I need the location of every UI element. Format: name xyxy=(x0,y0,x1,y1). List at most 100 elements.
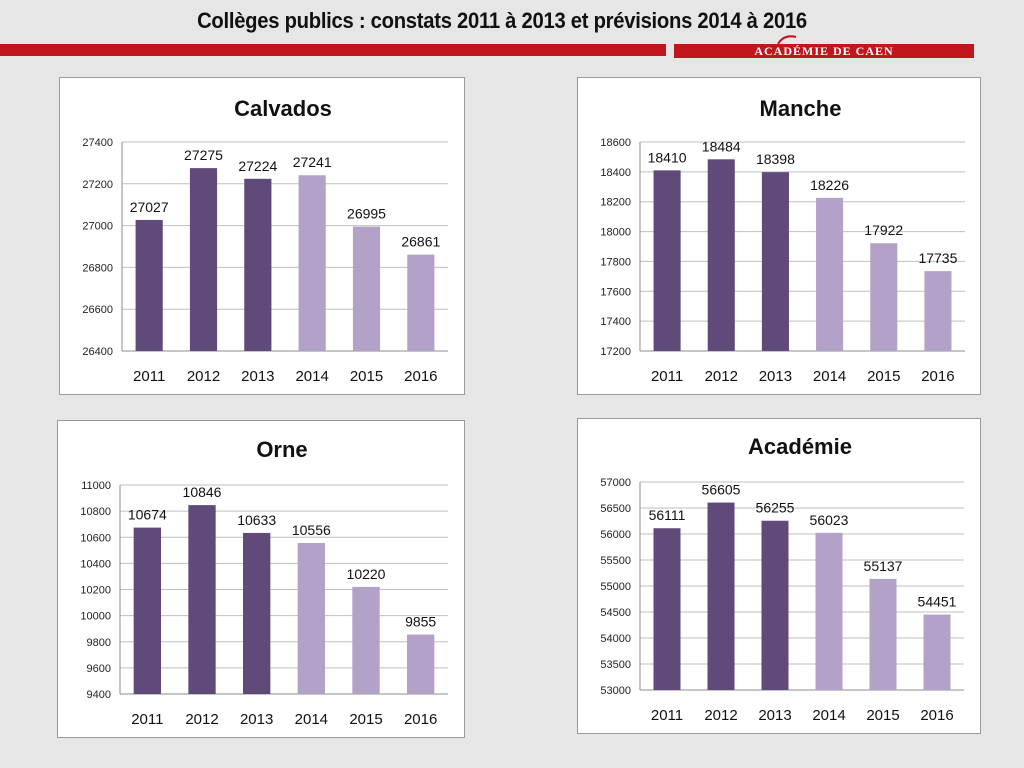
y-tick-label-orne: 10800 xyxy=(80,506,111,518)
bar-academie-2012 xyxy=(707,502,735,690)
x-tick-label-orne: 2013 xyxy=(240,711,273,728)
bar-manche-2011 xyxy=(653,170,681,351)
y-tick-label-manche: 18200 xyxy=(600,197,631,209)
bar-calvados-2012 xyxy=(189,168,218,351)
data-label-orne: 10846 xyxy=(183,484,222,500)
data-label-calvados: 26861 xyxy=(401,234,440,250)
chart-orne: Orne 9400 9600 9800 10000 10200 10400 10600 1080… xyxy=(80,437,448,728)
x-tick-label-orne: 2015 xyxy=(349,711,382,728)
bar-manche-2015 xyxy=(870,243,898,351)
y-tick-label-academie: 53500 xyxy=(600,659,631,671)
y-tick-label-calvados: 26600 xyxy=(82,304,113,316)
data-label-manche: 18398 xyxy=(756,151,795,167)
y-tick-label-manche: 17400 xyxy=(600,316,631,328)
chart-title-calvados: Calvados xyxy=(234,96,332,121)
data-label-manche: 18410 xyxy=(648,149,687,165)
chart-manche: Manche 17200 17400 17600 17800 18000 18200 1840… xyxy=(600,96,965,385)
data-label-academie: 56605 xyxy=(702,482,741,498)
data-label-orne: 10556 xyxy=(292,522,331,538)
data-label-manche: 18484 xyxy=(702,138,741,154)
y-tick-label-calvados: 26800 xyxy=(82,262,113,274)
chart-title-academie: Académie xyxy=(748,434,852,459)
y-tick-label-academie: 57000 xyxy=(600,477,631,489)
y-tick-label-academie: 53000 xyxy=(600,685,631,697)
y-tick-label-manche: 18600 xyxy=(600,137,631,149)
y-tick-label-academie: 54000 xyxy=(600,633,631,645)
chart-title-manche: Manche xyxy=(760,96,842,121)
chart-panel-manche: Manche 17200 17400 17600 17800 18000 18200 1840… xyxy=(577,77,981,395)
data-label-calvados: 27224 xyxy=(238,158,277,174)
data-label-orne: 9855 xyxy=(405,614,436,630)
data-label-academie: 56023 xyxy=(810,512,849,528)
x-tick-label-manche: 2012 xyxy=(705,368,738,385)
bar-academie-2011 xyxy=(653,528,681,690)
x-tick-label-manche: 2014 xyxy=(813,368,846,385)
x-tick-label-academie: 2012 xyxy=(704,707,737,724)
bar-academie-2016 xyxy=(923,614,951,690)
y-tick-label-orne: 10000 xyxy=(80,611,111,623)
x-tick-label-calvados: 2012 xyxy=(187,368,220,385)
y-tick-label-manche: 18000 xyxy=(600,227,631,239)
bar-orne-2011 xyxy=(133,527,161,694)
x-tick-label-orne: 2011 xyxy=(131,711,163,728)
x-tick-label-calvados: 2016 xyxy=(404,368,437,385)
header-rule-left xyxy=(0,44,666,56)
chart-panel-calvados: Calvados 26400 26600 26800 27000 27200 27400 27… xyxy=(59,77,465,395)
y-tick-label-orne: 9400 xyxy=(87,689,111,701)
chart-academie: Académie 53000 53500 54000 54500 55000 55500 56… xyxy=(600,434,964,724)
x-tick-label-calvados: 2014 xyxy=(295,368,328,385)
bar-calvados-2016 xyxy=(407,254,435,351)
x-tick-label-manche: 2013 xyxy=(759,368,792,385)
chart-calvados: Calvados 26400 26600 26800 27000 27200 27400 27… xyxy=(82,96,448,385)
y-tick-label-orne: 10600 xyxy=(80,532,111,544)
x-tick-label-orne: 2016 xyxy=(404,711,437,728)
x-tick-label-orne: 2014 xyxy=(295,711,328,728)
x-tick-label-calvados: 2013 xyxy=(241,368,274,385)
data-label-orne: 10220 xyxy=(347,566,386,582)
y-tick-label-manche: 17200 xyxy=(600,346,631,358)
bar-manche-2012 xyxy=(707,159,735,351)
data-label-academie: 56111 xyxy=(649,507,686,523)
bar-orne-2013 xyxy=(243,532,271,694)
y-tick-label-academie: 56000 xyxy=(600,529,631,541)
chart-panel-orne: Orne 9400 9600 9800 10000 10200 10400 10600 1080… xyxy=(57,420,465,738)
x-tick-label-manche: 2016 xyxy=(921,368,954,385)
y-tick-label-manche: 17600 xyxy=(600,286,631,298)
y-tick-label-calvados: 27200 xyxy=(82,179,113,191)
x-tick-label-manche: 2011 xyxy=(651,368,683,385)
y-tick-label-academie: 56500 xyxy=(600,503,631,515)
data-label-manche: 17922 xyxy=(864,222,903,238)
y-tick-label-manche: 17800 xyxy=(600,256,631,268)
y-tick-label-orne: 10200 xyxy=(80,585,111,597)
x-tick-label-academie: 2015 xyxy=(866,707,899,724)
y-tick-label-orne: 9800 xyxy=(87,637,111,649)
y-tick-label-academie: 55500 xyxy=(600,555,631,567)
bar-academie-2014 xyxy=(815,532,843,690)
header-rule-right xyxy=(674,44,974,58)
chart-panel-academie: Académie 53000 53500 54000 54500 55000 55500 56… xyxy=(577,418,981,734)
data-label-academie: 56255 xyxy=(756,500,795,516)
bar-orne-2016 xyxy=(407,634,435,694)
y-tick-label-calvados: 27000 xyxy=(82,221,113,233)
x-tick-label-academie: 2016 xyxy=(920,707,953,724)
x-tick-label-academie: 2011 xyxy=(651,707,683,724)
brand-logo-text: ACADÉMIE DE CAEN xyxy=(754,44,894,58)
x-tick-label-academie: 2013 xyxy=(758,707,791,724)
brand-swoosh-icon xyxy=(777,35,797,45)
x-tick-label-orne: 2012 xyxy=(185,711,218,728)
data-label-calvados: 27027 xyxy=(130,199,169,215)
data-label-academie: 54451 xyxy=(918,594,957,610)
bar-manche-2016 xyxy=(924,271,952,351)
data-label-orne: 10674 xyxy=(128,507,167,523)
data-label-orne: 10633 xyxy=(237,512,276,528)
bar-orne-2014 xyxy=(297,542,325,694)
x-tick-label-calvados: 2015 xyxy=(350,368,383,385)
chart-title-orne: Orne xyxy=(256,437,307,462)
bar-calvados-2011 xyxy=(135,219,163,351)
data-label-calvados: 27275 xyxy=(184,147,223,163)
data-label-academie: 55137 xyxy=(864,558,903,574)
bar-academie-2015 xyxy=(869,578,897,690)
data-label-calvados: 26995 xyxy=(347,206,386,222)
y-tick-label-academie: 54500 xyxy=(600,607,631,619)
bar-manche-2013 xyxy=(761,172,789,351)
